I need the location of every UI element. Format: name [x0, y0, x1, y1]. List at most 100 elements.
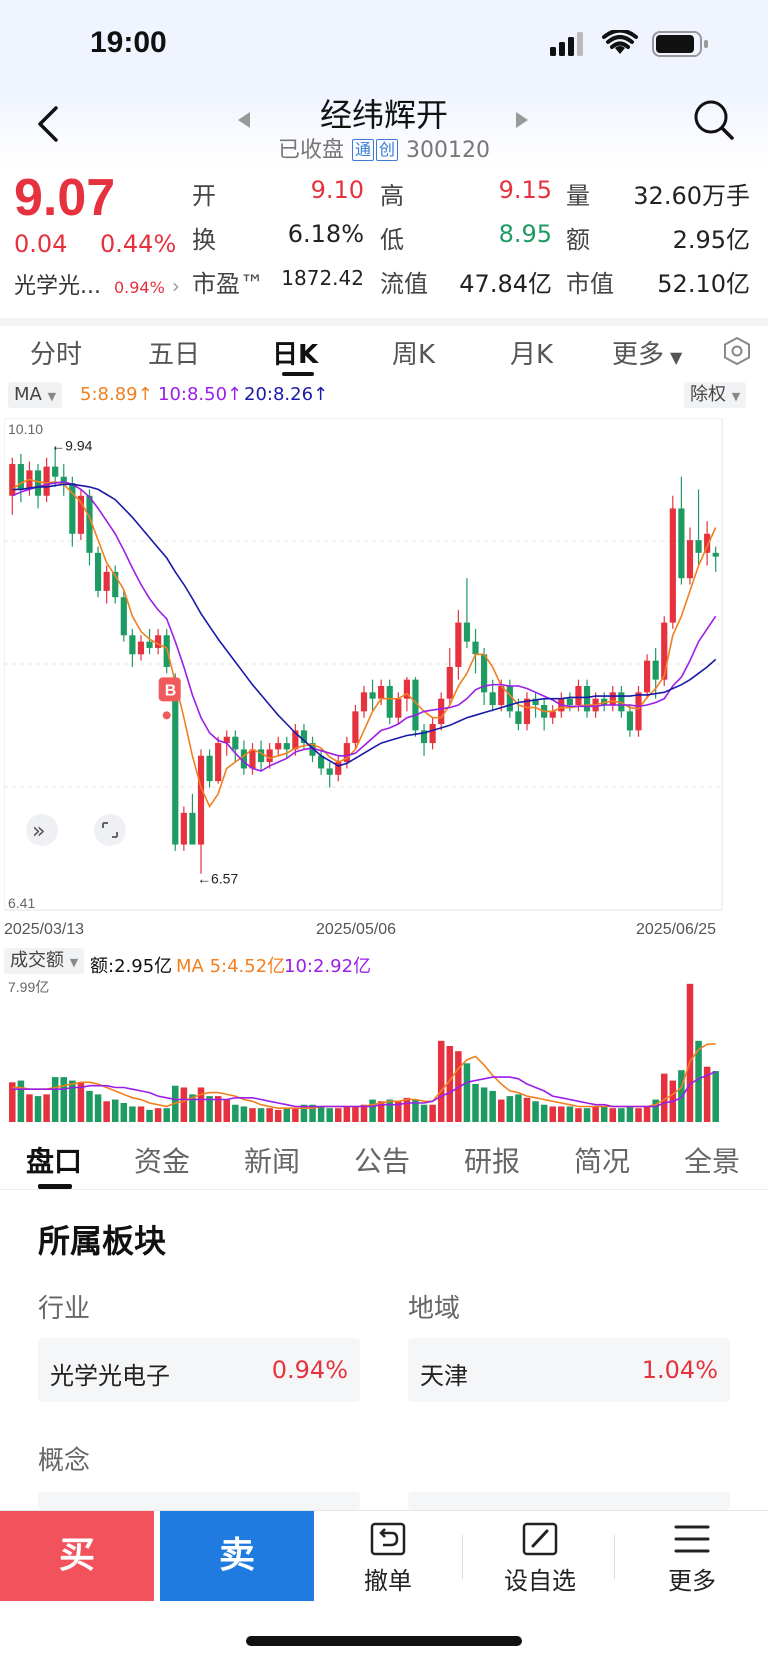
- x-label-mid: 2025/05/06: [316, 921, 396, 938]
- candle-body: [103, 571, 110, 591]
- divider: [462, 1535, 463, 1579]
- concept-card[interactable]: [38, 1492, 360, 1510]
- fullscreen-button[interactable]: [94, 814, 126, 846]
- tab-weekly-k[interactable]: 周K: [392, 340, 436, 370]
- last-price: 9.07: [14, 169, 116, 227]
- buy-signal-marker[interactable]: B: [158, 677, 181, 720]
- candle-body: [420, 730, 428, 744]
- volume-indicator-selector[interactable]: 成交额 ▼: [4, 948, 85, 974]
- concept-label: 概念: [38, 1446, 91, 1476]
- volume-bar: [214, 1096, 222, 1122]
- add-watchlist-button[interactable]: 设自选: [480, 1521, 600, 1596]
- sector-link[interactable]: 光学光... 0.94% ›: [14, 268, 180, 300]
- volume-bar: [635, 1108, 642, 1122]
- tab-capital[interactable]: 资金: [134, 1145, 191, 1178]
- vol_ma5-line: [12, 1043, 716, 1109]
- tab-order-book[interactable]: 盘口: [26, 1145, 83, 1178]
- field-high-label: 高: [380, 182, 404, 210]
- concept-card[interactable]: [408, 1492, 730, 1510]
- field-turnover-label: 换: [192, 226, 216, 254]
- field-volume-value: 32.60万手: [633, 182, 750, 210]
- candle-body: [463, 622, 471, 642]
- industry-card[interactable]: 光学光电子 0.94%: [38, 1338, 360, 1402]
- search-icon[interactable]: [692, 98, 736, 142]
- prev-stock-icon[interactable]: [236, 110, 252, 130]
- expand-sidebar-button[interactable]: »: [26, 814, 58, 846]
- candle-body: [652, 660, 659, 680]
- tab-five-day[interactable]: 五日: [148, 340, 201, 370]
- candle-body: [549, 711, 556, 718]
- candle-body: [94, 552, 102, 591]
- ma10-text: 10:8.50: [158, 384, 228, 405]
- volume-indicator-row: 成交额 ▼ 额:2.95亿 MA 5:4.52亿 10:2.92亿: [0, 946, 768, 977]
- volume-bar: [515, 1094, 522, 1122]
- tab-research[interactable]: 研报: [464, 1145, 521, 1178]
- candlestick-chart[interactable]: 10.10 6.41 ←9.94 ←6.57 B » 2025/03/13 20…: [4, 418, 764, 938]
- field-high-value: 9.15: [498, 176, 552, 204]
- volume-bar-chart[interactable]: 7.99亿: [4, 976, 764, 1126]
- buy-button[interactable]: 买: [0, 1511, 154, 1601]
- region-card[interactable]: 天津 1.04%: [408, 1338, 730, 1402]
- volume-bar: [240, 1106, 248, 1122]
- volume-bar: [189, 1094, 196, 1122]
- next-stock-icon[interactable]: [514, 110, 530, 130]
- chevron-right-icon: ›: [171, 274, 180, 298]
- ma10-value: 10:8.50↑: [158, 384, 243, 405]
- volume-bar: [326, 1108, 333, 1122]
- stock-subtitle: 已收盘 通创 300120: [0, 132, 768, 164]
- tab-daily-k[interactable]: 日K: [272, 340, 319, 370]
- more-label: 更多: [668, 1567, 716, 1595]
- candle-body: [566, 698, 573, 706]
- field-amount-label: 额: [566, 226, 590, 254]
- tag-chinext: 创: [376, 139, 399, 161]
- tab-profile[interactable]: 简况: [574, 1145, 631, 1178]
- tab-announcements[interactable]: 公告: [354, 1145, 411, 1178]
- volume-bar: [51, 1077, 59, 1122]
- tab-panorama[interactable]: 全景: [684, 1145, 741, 1178]
- tab-news[interactable]: 新闻: [244, 1145, 301, 1178]
- volume-bar: [69, 1080, 76, 1122]
- settings-hexagon-icon[interactable]: [722, 336, 752, 366]
- more-button[interactable]: 更多: [632, 1521, 752, 1596]
- candle-body: [403, 679, 410, 699]
- candle-body: [489, 692, 496, 706]
- field-open-label: 开: [192, 182, 216, 210]
- candle-body: [455, 622, 462, 667]
- volume-bar: [703, 1066, 711, 1122]
- volume-bar: [77, 1082, 85, 1122]
- volume-bar: [266, 1108, 273, 1122]
- candle-body: [343, 743, 350, 763]
- vol_ma10-line: [12, 1070, 717, 1108]
- ma-selector[interactable]: MA ▼: [8, 382, 63, 408]
- divider: [614, 1535, 615, 1579]
- cancel-order-button[interactable]: 撤单: [328, 1521, 448, 1596]
- info-tabs: 盘口 资金 新闻 公告 研报 简况 全景: [0, 1128, 768, 1190]
- volume-bar: [480, 1087, 488, 1122]
- volume-amount: 额:2.95亿: [90, 956, 173, 977]
- ma20-line: [12, 483, 717, 767]
- volume-bar: [695, 1040, 702, 1122]
- sell-button[interactable]: 卖: [160, 1511, 314, 1601]
- status-time: 19:00: [90, 26, 167, 59]
- adjust-selector[interactable]: 除权 ▼: [684, 382, 747, 408]
- candle-body: [609, 692, 616, 706]
- candle-body: [17, 464, 24, 490]
- candle-body: [498, 686, 505, 706]
- field-pe-label: 市盈™: [192, 270, 264, 298]
- candle-body: [206, 755, 213, 782]
- candle-body: [318, 755, 325, 769]
- candle-body: [283, 743, 290, 750]
- cancel-order-icon: [370, 1522, 406, 1556]
- candle-body: [386, 686, 393, 718]
- candle-body: [197, 755, 205, 845]
- tab-intraday[interactable]: 分时: [30, 340, 83, 370]
- volume-bar: [575, 1108, 582, 1122]
- candle-body: [77, 495, 85, 534]
- tab-monthly-k[interactable]: 月K: [510, 340, 554, 370]
- candle-body: [43, 466, 50, 496]
- volume-bar: [678, 1070, 685, 1122]
- volume-bar: [43, 1094, 50, 1122]
- tab-more[interactable]: 更多 ▼: [612, 334, 682, 371]
- back-arrow-icon[interactable]: [32, 102, 68, 146]
- volume-bar: [335, 1108, 342, 1122]
